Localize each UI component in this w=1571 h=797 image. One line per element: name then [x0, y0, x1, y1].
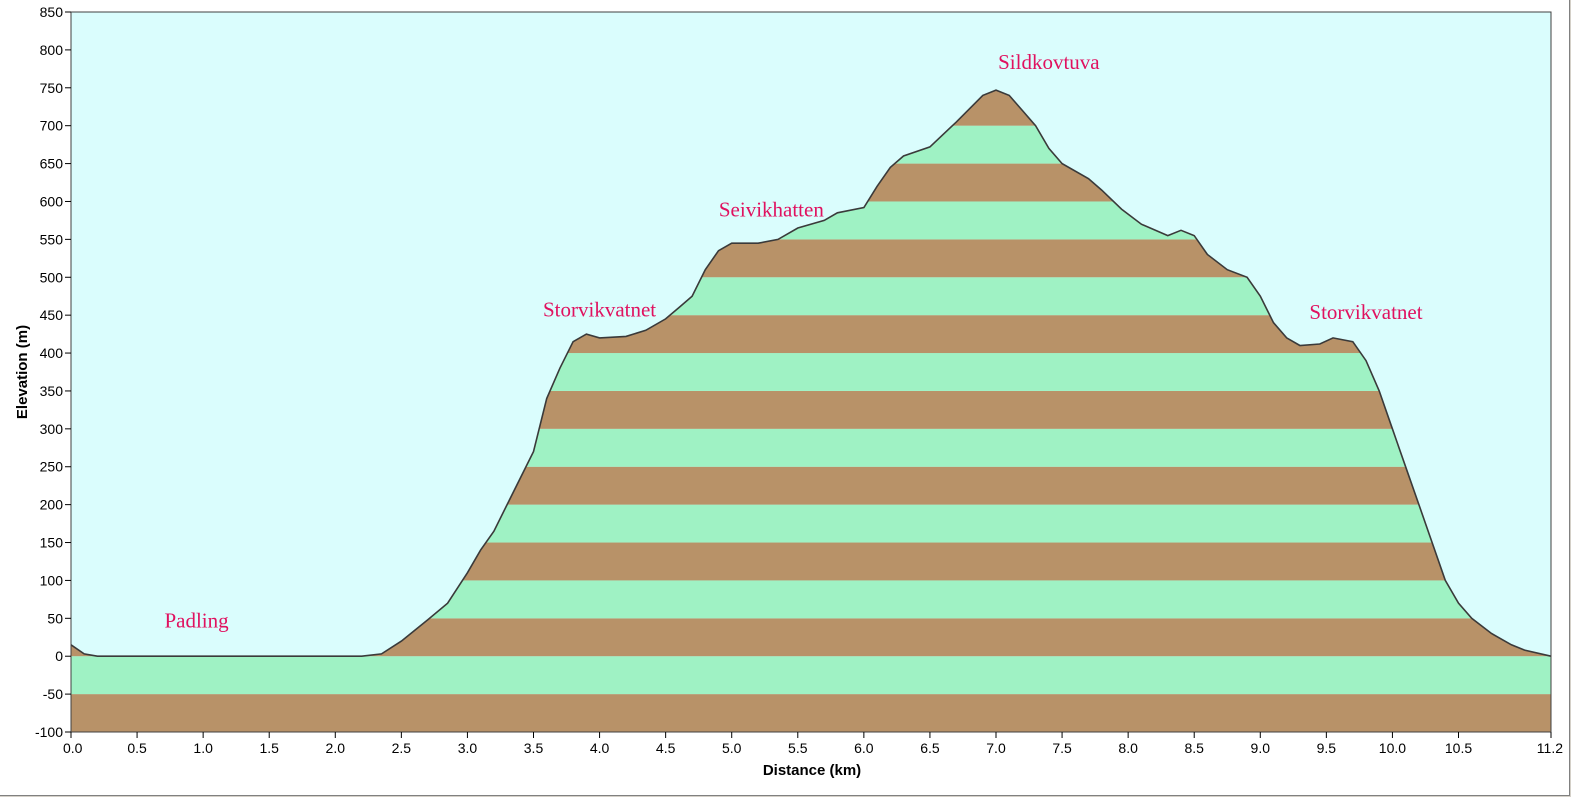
peak-annotation: Sildkovtuva	[998, 50, 1100, 74]
x-tick-label: 11.2	[1537, 740, 1563, 756]
y-tick-label: 250	[40, 459, 64, 475]
y-tick-label: -100	[35, 724, 63, 740]
elevation-band	[71, 656, 1551, 695]
x-tick-label: 1.0	[193, 740, 213, 756]
y-tick-label: 0	[55, 648, 63, 664]
x-axis: 0.0 0.5 1.0 1.5 2.0 2.5 3.0 3.5 4.0 4.5 5.0 5.5 6.0 6…	[63, 732, 1563, 756]
y-axis-title: Elevation (m)	[14, 325, 31, 419]
x-tick-label: 7.5	[1052, 740, 1072, 756]
peak-annotation: Padling	[164, 608, 229, 632]
y-tick-label: 50	[47, 610, 63, 626]
x-tick-label: 8.0	[1118, 740, 1138, 756]
x-tick-label: 2.5	[392, 740, 412, 756]
profile-line	[70, 89, 1552, 657]
x-tick-label: 10.0	[1379, 740, 1406, 756]
x-tick-label: 6.5	[920, 740, 940, 756]
x-tick-label: 9.5	[1317, 740, 1337, 756]
peak-annotation: Seivikhatten	[719, 198, 824, 222]
y-tick-label: 350	[40, 383, 64, 399]
x-tick-label: 3.5	[524, 740, 544, 756]
x-tick-label: 6.0	[854, 740, 874, 756]
x-tick-label: 9.0	[1251, 740, 1271, 756]
peak-annotation: Storvikvatnet	[1309, 300, 1422, 324]
x-tick-label: 4.0	[590, 740, 610, 756]
x-tick-label: 1.5	[259, 740, 279, 756]
y-tick-label: 150	[40, 535, 64, 551]
x-tick-label: 3.0	[458, 740, 478, 756]
x-tick-label: 7.0	[986, 740, 1006, 756]
x-tick-label: 0.5	[127, 740, 147, 756]
x-tick-label: 5.5	[788, 740, 808, 756]
y-tick-label: 800	[40, 42, 64, 58]
y-tick-label: -50	[43, 686, 63, 702]
elevation-band	[71, 694, 1551, 732]
y-tick-label: 700	[40, 118, 64, 134]
y-tick-label: 400	[40, 345, 64, 361]
x-axis-title: Distance (km)	[763, 762, 861, 779]
y-tick-label: 600	[40, 193, 64, 209]
x-tick-label: 10.5	[1445, 740, 1472, 756]
x-tick-label: 2.0	[326, 740, 346, 756]
y-tick-label: 550	[40, 231, 64, 247]
y-tick-label: 300	[40, 421, 64, 437]
x-tick-label: 4.5	[656, 740, 676, 756]
y-tick-label: 650	[40, 156, 64, 172]
y-tick-label: 750	[40, 80, 64, 96]
x-tick-label: 5.0	[722, 740, 742, 756]
y-axis: -100 -50 0 50 100 150 200 250 300 350 400 450 500 550…	[35, 4, 71, 740]
plot-border	[70, 11, 1552, 733]
y-tick-label: 850	[40, 4, 64, 20]
annotations: Padling Storvikvatnet Seivikhatten Sildkovt…	[164, 50, 1422, 633]
peak-annotation: Storvikvatnet	[543, 298, 656, 322]
x-tick-label: 0.0	[63, 740, 83, 756]
y-tick-label: 500	[40, 269, 64, 285]
y-tick-label: 450	[40, 307, 64, 323]
y-tick-label: 100	[40, 572, 64, 588]
y-tick-label: 200	[40, 497, 64, 513]
x-tick-label: 8.5	[1184, 740, 1204, 756]
